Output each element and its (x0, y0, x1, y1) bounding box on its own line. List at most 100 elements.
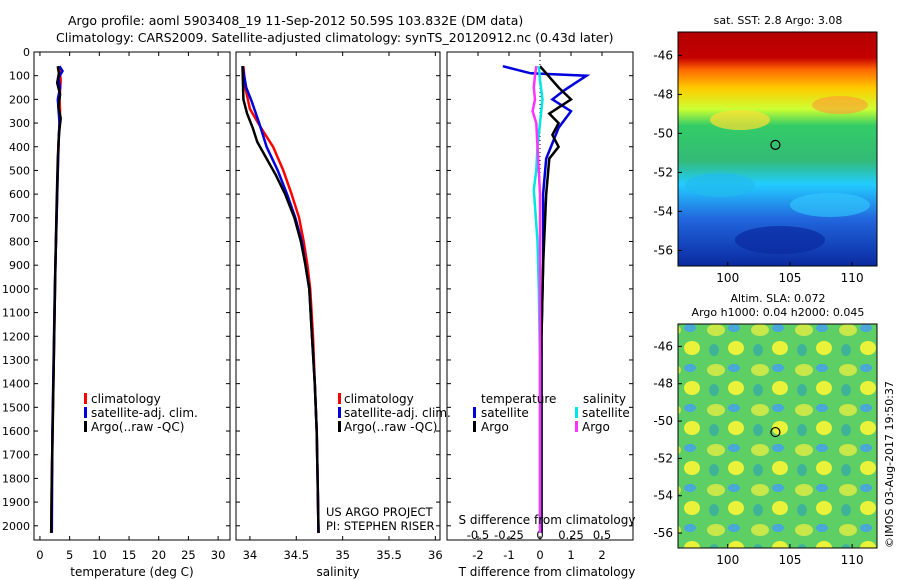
series-line-satellite-adj-clim (50, 65, 64, 533)
legend-swatch-satellite (338, 407, 341, 418)
y-tick-label: 500 (9, 164, 30, 177)
sst-patch (685, 173, 755, 197)
sst-patch (710, 110, 770, 130)
y-tick-label: 0 (23, 46, 30, 59)
legend-label-s-satellite: satellite (582, 406, 630, 420)
map-y-tick-label: -50 (653, 414, 673, 428)
map-y-tick-label: -52 (653, 165, 673, 179)
temperature-legend: climatology satellite-adj. clim. Argo(..… (84, 392, 198, 434)
series-line-t-argo (539, 65, 573, 533)
series-line-argo-raw-qc (241, 66, 320, 533)
pi-credit: PI: STEPHEN RISER (326, 519, 435, 533)
sst-float-marker (770, 139, 781, 151)
temperature-lines (49, 65, 64, 533)
map-x-tick-label: 110 (841, 271, 864, 285)
y-tick-label: 800 (9, 236, 30, 249)
salinity-xlabel: salinity (316, 565, 359, 579)
y-tick-label: 1300 (2, 354, 30, 367)
series-line-t-satellite (502, 64, 591, 533)
x-tick-label: 25 (181, 548, 196, 562)
legend-label-s-argo: Argo (582, 420, 610, 434)
x-tick-label: 10 (92, 548, 107, 562)
y-tick-label: 400 (9, 141, 30, 154)
legend-swatch-t-satellite (473, 407, 476, 418)
sla-map-frame (677, 323, 878, 549)
x-tick-label: 1 (567, 548, 574, 562)
x-tick-label: -2 (472, 548, 483, 562)
legend-label-climatology: climatology (91, 392, 161, 406)
map-y-tick-label: -52 (653, 451, 673, 465)
x2-tick-label: 0.25 (558, 528, 584, 542)
map-x-tick-label: 105 (778, 271, 801, 285)
y-tick-label: 900 (9, 259, 30, 272)
x-tick-label: 0 (36, 548, 43, 562)
imos-credit: ©IMOS 03-Aug-2017 19:50:37 (883, 381, 896, 548)
legend-label-argo: Argo(..raw -QC) (91, 420, 184, 434)
series-line-argo-raw-qc (49, 66, 62, 533)
legend-label-satellite: satellite-adj. clim. (344, 406, 451, 420)
sst-patch (812, 96, 868, 114)
x-tick-label: 36 (428, 548, 443, 562)
x-tick-label: 2 (598, 548, 605, 562)
temperature-axes: 0100200300400500600700800900100011001200… (2, 46, 230, 562)
series-line-satellite-adj-clim (241, 65, 320, 533)
sla-float-marker (770, 426, 781, 438)
x-tick-label: 34 (243, 548, 258, 562)
legend-swatch-satellite (84, 407, 87, 418)
sst-map-title: sat. SST: 2.8 Argo: 3.08 (714, 14, 843, 27)
y-tick-label: 1000 (2, 283, 30, 296)
difference-axes: -2 -1 0 1 2 -0.5 -0.25 0 0.25 0.5 (447, 51, 633, 562)
map-x-tick-label: 105 (778, 553, 801, 567)
y-tick-label: 1200 (2, 330, 30, 343)
series-line-s-argo (531, 66, 542, 533)
x-tick-label: -1 (503, 548, 514, 562)
legend-label-satellite: satellite-adj. clim. (91, 406, 198, 420)
map-y-tick-label: -56 (653, 243, 673, 257)
legend-swatch-argo (84, 421, 87, 432)
x2-tick-label: -0.25 (494, 528, 524, 542)
y-tick-label: 700 (9, 212, 30, 225)
legend-label-t-argo: Argo (481, 420, 509, 434)
sla-map-subtitle: Argo h1000: 0.04 h2000: 0.045 (692, 306, 865, 319)
sst-patch (735, 226, 825, 254)
temperature-panel (33, 51, 231, 541)
x-tick-label: 34.5 (283, 548, 309, 562)
x-tick-label: 15 (122, 548, 137, 562)
y-tick-label: 1600 (2, 425, 30, 438)
y-tick-label: 2000 (2, 520, 30, 533)
sla-map-axes: 100 105 110 -46 -48 -50 -52 -54 -56 (653, 339, 863, 567)
project-credit: US ARGO PROJECT (326, 505, 434, 519)
legend-swatch-climatology (338, 393, 341, 404)
map-y-tick-label: -48 (653, 377, 673, 391)
map-y-tick-label: -56 (653, 526, 673, 540)
legend-swatch-climatology (84, 393, 87, 404)
x2-tick-label: 0.5 (593, 528, 611, 542)
difference-x2label: S difference from climatology (459, 513, 636, 527)
x-tick-label: 35 (335, 548, 350, 562)
y-tick-label: 600 (9, 188, 30, 201)
y-tick-label: 1500 (2, 401, 30, 414)
map-x-tick-label: 100 (716, 271, 739, 285)
y-tick-label: 1400 (2, 378, 30, 391)
sla-map-title: Altim. SLA: 0.072 (730, 292, 825, 305)
legend-label-t-satellite: satellite (481, 406, 529, 420)
x-tick-label: 20 (151, 548, 166, 562)
map-y-tick-label: -46 (653, 339, 673, 353)
y-tick-label: 1800 (2, 472, 30, 485)
map-y-tick-label: -54 (653, 204, 673, 218)
salinity-lines (241, 65, 320, 533)
legend-label-climatology: climatology (344, 392, 414, 406)
legend-title-salinity: salinity (583, 392, 626, 406)
x-tick-label: 5 (66, 548, 73, 562)
map-y-tick-label: -48 (653, 87, 673, 101)
x2-tick-label: -0.5 (467, 528, 489, 542)
x-tick-label: 35.5 (376, 548, 402, 562)
map-y-tick-label: -50 (653, 126, 673, 140)
sst-map-frame (677, 31, 878, 267)
figure-title: Argo profile: aoml 5903408_19 11-Sep-201… (68, 13, 523, 28)
temperature-xlabel: temperature (deg C) (70, 565, 193, 579)
map-x-tick-label: 110 (841, 553, 864, 567)
legend-swatch-t-argo (473, 421, 476, 432)
y-tick-label: 100 (9, 70, 30, 83)
x-tick-label: 0 (536, 548, 543, 562)
